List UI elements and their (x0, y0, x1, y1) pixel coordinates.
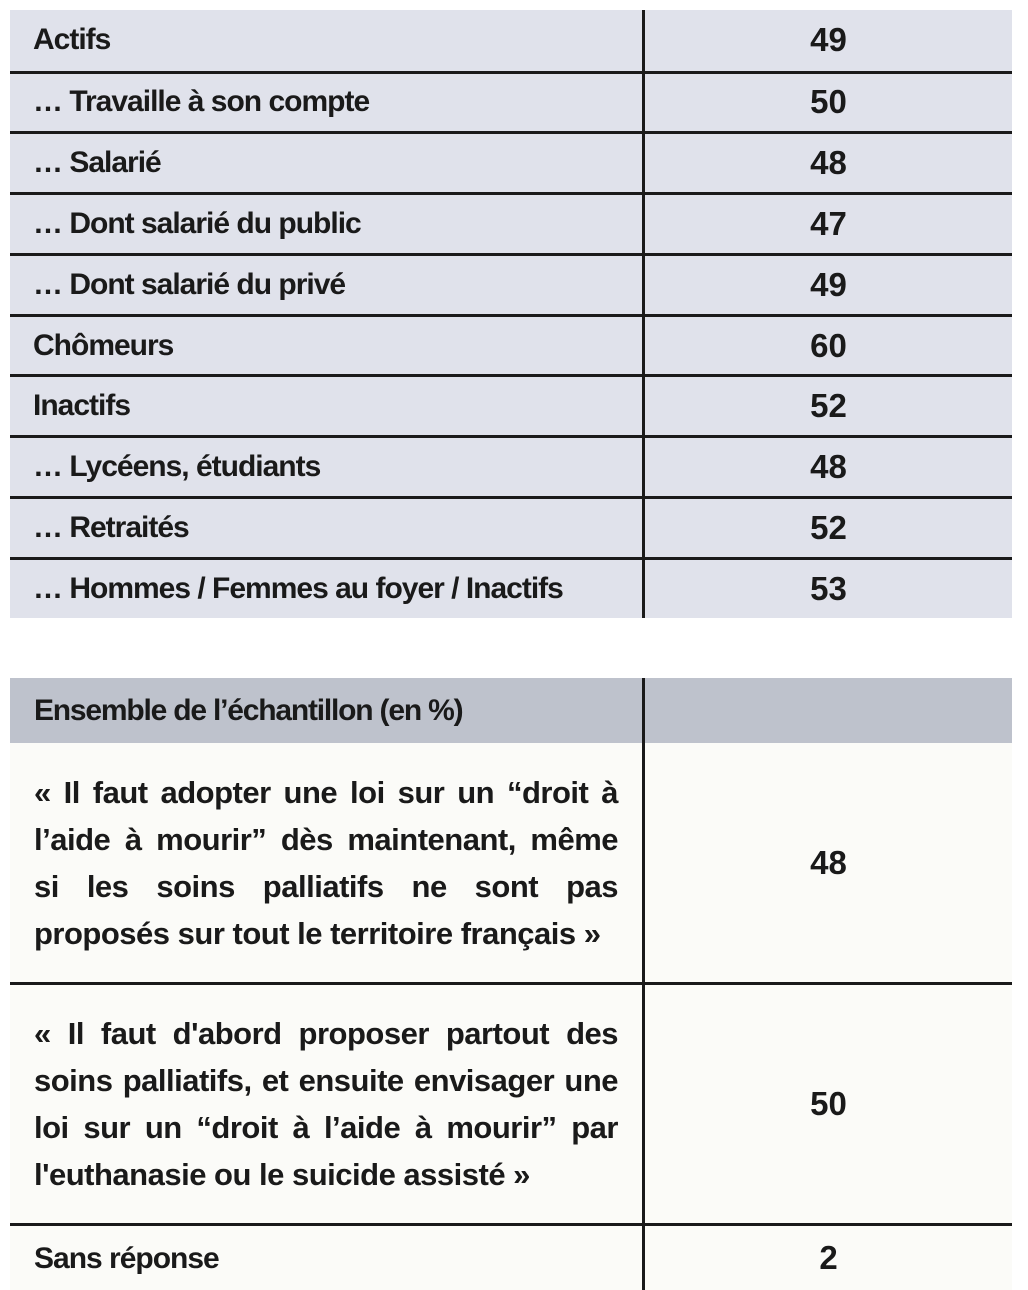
segment-label: … Lycéens, étudiants (33, 450, 321, 484)
segment-value: 52 (810, 387, 847, 425)
table-row: … Retraités 52 (10, 496, 1012, 557)
table-row: … Dont salarié du public 47 (10, 192, 1012, 253)
answer-option-text: Sans réponse (34, 1241, 220, 1275)
row-label: … Retraités (10, 499, 645, 557)
segment-value: 60 (810, 326, 847, 364)
header-value-spacer (645, 678, 1012, 743)
question-table: Ensemble de l’échantillon (en %) « Il fa… (10, 678, 1012, 1290)
row-label: … Salarié (10, 134, 645, 193)
row-value: 49 (645, 256, 1012, 314)
row-value: 48 (645, 134, 1012, 192)
row-label: … Hommes / Femmes au foyer / Inactifs (10, 559, 645, 618)
table-row: Sans réponse 2 (10, 1223, 1012, 1290)
segment-value: 49 (810, 21, 847, 59)
row-label: Inactifs (10, 377, 645, 436)
segment-label: Actifs (33, 23, 111, 57)
segment-value: 48 (810, 144, 847, 182)
answer-option-text: « Il faut adopter une loi sur un “droit … (34, 774, 619, 951)
answer-option-value: 2 (819, 1239, 838, 1276)
segment-value: 53 (810, 569, 847, 607)
row-value: 52 (645, 499, 1012, 557)
row-label: Sans réponse (10, 1226, 645, 1290)
row-value: 50 (645, 74, 1012, 132)
segment-label: Inactifs (33, 389, 131, 423)
table-row: … Dont salarié du privé 49 (10, 252, 1012, 314)
segment-value: 47 (810, 204, 847, 242)
segment-label: … Travaille à son compte (33, 85, 370, 119)
segment-value: 48 (810, 448, 847, 486)
header-label: Ensemble de l’échantillon (en %) (34, 693, 464, 727)
segment-value: 52 (810, 508, 847, 546)
row-value: 49 (645, 10, 1012, 71)
segment-label: … Dont salarié du privé (33, 267, 346, 301)
table-row: Inactifs 52 (10, 374, 1012, 436)
question-table-body: « Il faut adopter une loi sur un “droit … (10, 743, 1012, 1290)
row-label: … Dont salarié du privé (10, 255, 645, 314)
table-row: … Travaille à son compte 50 (10, 70, 1012, 132)
demographics-table: Actifs 49 … Travaille à son compte 50 … … (10, 10, 1012, 645)
row-label: … Lycéens, étudiants (10, 438, 645, 497)
row-value: 50 (645, 985, 1012, 1223)
row-value: 53 (645, 560, 1012, 618)
row-label: … Dont salarié du public (10, 195, 645, 253)
row-label: Actifs (10, 10, 645, 71)
table-row: … Hommes / Femmes au foyer / Inactifs 53 (10, 556, 1012, 618)
table-row: « Il faut d'abord proposer partout des s… (10, 982, 1012, 1223)
row-value: 48 (645, 438, 1012, 496)
row-value: 52 (645, 377, 1012, 435)
segment-label: … Dont salarié du public (33, 206, 362, 240)
segment-label: Chômeurs (33, 328, 174, 362)
row-label: « Il faut adopter une loi sur un “droit … (10, 743, 645, 982)
segment-label: … Retraités (33, 510, 190, 544)
row-label: Chômeurs (10, 316, 645, 375)
table-row: … Lycéens, étudiants 48 (10, 435, 1012, 497)
answer-option-text: « Il faut d'abord proposer partout des s… (34, 1016, 619, 1192)
row-value: 48 (645, 743, 1012, 982)
row-label: « Il faut d'abord proposer partout des s… (10, 985, 645, 1223)
answer-option-value: 48 (810, 843, 847, 881)
segment-label: … Salarié (33, 146, 162, 180)
segment-value: 49 (810, 265, 847, 303)
row-value: 2 (645, 1226, 1012, 1290)
segment-label: … Hommes / Femmes au foyer / Inactifs (33, 571, 564, 605)
row-value: 47 (645, 195, 1012, 253)
row-label: … Travaille à son compte (10, 73, 645, 132)
segment-value: 50 (810, 83, 847, 121)
table-row: … Salarié 48 (10, 131, 1012, 193)
row-value: 60 (645, 317, 1012, 375)
question-table-header: Ensemble de l’échantillon (en %) (10, 678, 1012, 743)
table-row: Actifs 49 (10, 10, 1012, 71)
table-row: « Il faut adopter une loi sur un “droit … (10, 743, 1012, 982)
answer-option-value: 50 (810, 1085, 847, 1122)
table-row: Chômeurs 60 (10, 313, 1012, 375)
header-label-cell: Ensemble de l’échantillon (en %) (10, 678, 645, 743)
